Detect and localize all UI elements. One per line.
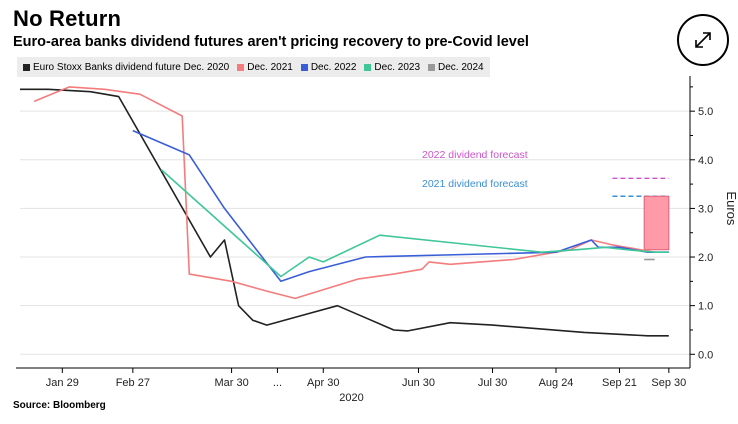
- plot-area: [20, 82, 690, 364]
- x-tick-label: Mar 30: [214, 377, 248, 389]
- forecast-annotation-label: 2021 dividend forecast: [422, 178, 528, 190]
- legend-swatch: [23, 63, 30, 71]
- y-tick-label: 2.0: [698, 252, 713, 264]
- legend-label: Dec. 2023: [374, 61, 421, 73]
- x-tick-label: ...: [273, 377, 282, 389]
- x-tick-label: Jan 29: [46, 377, 79, 389]
- x-tick-label: Jun 30: [402, 377, 435, 389]
- x-tick-label: Jul 30: [478, 377, 507, 389]
- legend-swatch: [364, 63, 372, 71]
- legend-label: Dec. 2022: [310, 61, 357, 73]
- forecast-annotation-label: 2022 dividend forecast: [422, 149, 528, 161]
- chart-legend: Euro Stoxx Banks dividend future Dec. 20…: [17, 57, 490, 77]
- legend-item: Euro Stoxx Banks dividend future Dec. 20…: [23, 62, 229, 73]
- x-tick-label: Feb 27: [116, 377, 150, 389]
- y-tick-label: 1.0: [698, 301, 713, 313]
- y-tick-label: 4.0: [698, 155, 713, 167]
- legend-item: Dec. 2024: [428, 62, 484, 73]
- x-axis-label: 2020: [339, 392, 363, 404]
- series-line: [20, 88, 669, 337]
- legend-swatch: [237, 63, 245, 71]
- legend-swatch: [300, 63, 308, 71]
- legend-item: Dec. 2023: [364, 62, 420, 73]
- y-tick-label: 5.0: [698, 106, 713, 118]
- x-tick-label: Apr 30: [307, 377, 339, 389]
- y-axis-label: Euros: [724, 191, 738, 225]
- expand-button[interactable]: [677, 14, 729, 66]
- x-tick-label: Aug 24: [539, 377, 574, 389]
- forecast-gap-bar: [643, 195, 670, 251]
- legend-swatch: [428, 63, 436, 71]
- legend-label: Dec. 2024: [438, 61, 484, 73]
- source-note: Source: Bloomberg: [13, 400, 106, 411]
- legend-label: Dec. 2021: [247, 61, 293, 73]
- chart-title: No Return: [13, 6, 122, 31]
- x-tick-label: Sep 21: [602, 377, 637, 389]
- series-line: [132, 129, 669, 283]
- chart-subtitle: Euro-area banks dividend futures aren't …: [13, 34, 529, 50]
- x-tick-label: Sep 30: [651, 377, 686, 389]
- legend-item: Dec. 2021: [237, 62, 293, 73]
- y-tick-label: 0.0: [698, 349, 713, 361]
- legend-label: Euro Stoxx Banks dividend future Dec. 20…: [33, 61, 230, 73]
- expand-arrows-icon: [695, 32, 711, 48]
- legend-item: Dec. 2022: [300, 61, 357, 73]
- series-line: [160, 168, 669, 278]
- y-tick-label: 3.0: [698, 203, 713, 215]
